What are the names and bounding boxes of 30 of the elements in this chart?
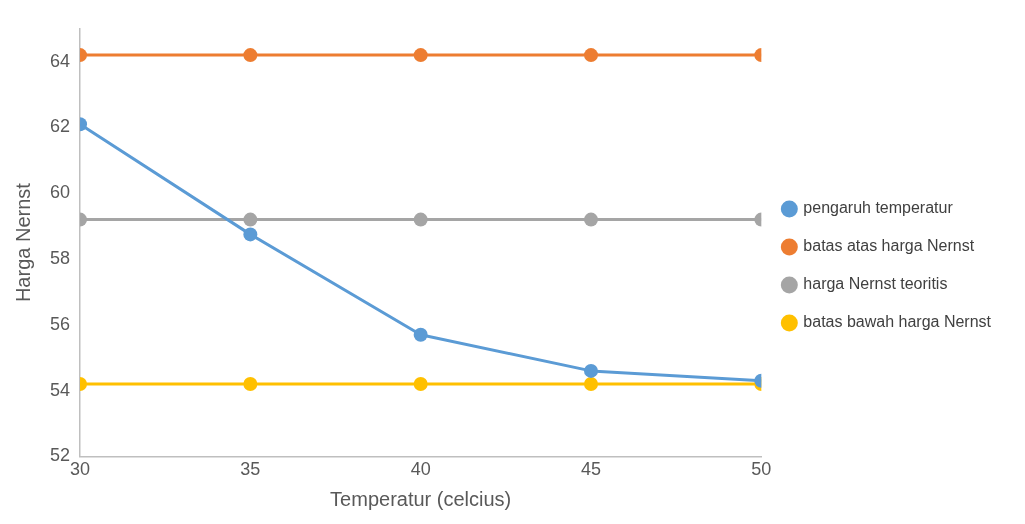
- x-tick-label: 30: [70, 459, 91, 480]
- y-tick-label: 60: [49, 182, 71, 203]
- point: [584, 363, 598, 378]
- point: [413, 48, 428, 63]
- point: [584, 212, 598, 227]
- point: [243, 227, 258, 242]
- point: [413, 212, 428, 227]
- point: [584, 377, 598, 392]
- y-axis-title: Harga Nernst: [11, 182, 34, 303]
- point: [243, 48, 258, 63]
- x-tick-label: 45: [580, 459, 602, 480]
- x-tick-label: 50: [751, 459, 772, 480]
- point: [584, 48, 598, 63]
- x-axis-title: Temperatur (celcius): [330, 487, 512, 510]
- y-tick-label: 54: [49, 379, 71, 400]
- point: [413, 327, 428, 342]
- legend-label: pengaruh temperatur: [803, 199, 954, 217]
- y-tick-label: 64: [49, 50, 71, 71]
- x-tick-label: 40: [410, 459, 431, 480]
- y-tick-label: 58: [49, 248, 71, 269]
- point: [413, 377, 428, 392]
- point: [243, 377, 258, 392]
- y-tick-label: 62: [49, 116, 71, 137]
- x-tick-label: 35: [240, 459, 261, 480]
- y-tick-label: 56: [49, 313, 71, 334]
- y-tick-label: 52: [49, 445, 71, 466]
- legend-label: batas atas harga Nernst: [803, 237, 975, 255]
- legend-label: harga Nernst teoritis: [803, 275, 948, 293]
- point: [243, 212, 258, 227]
- legend-label: batas bawah harga Nernst: [803, 313, 992, 331]
